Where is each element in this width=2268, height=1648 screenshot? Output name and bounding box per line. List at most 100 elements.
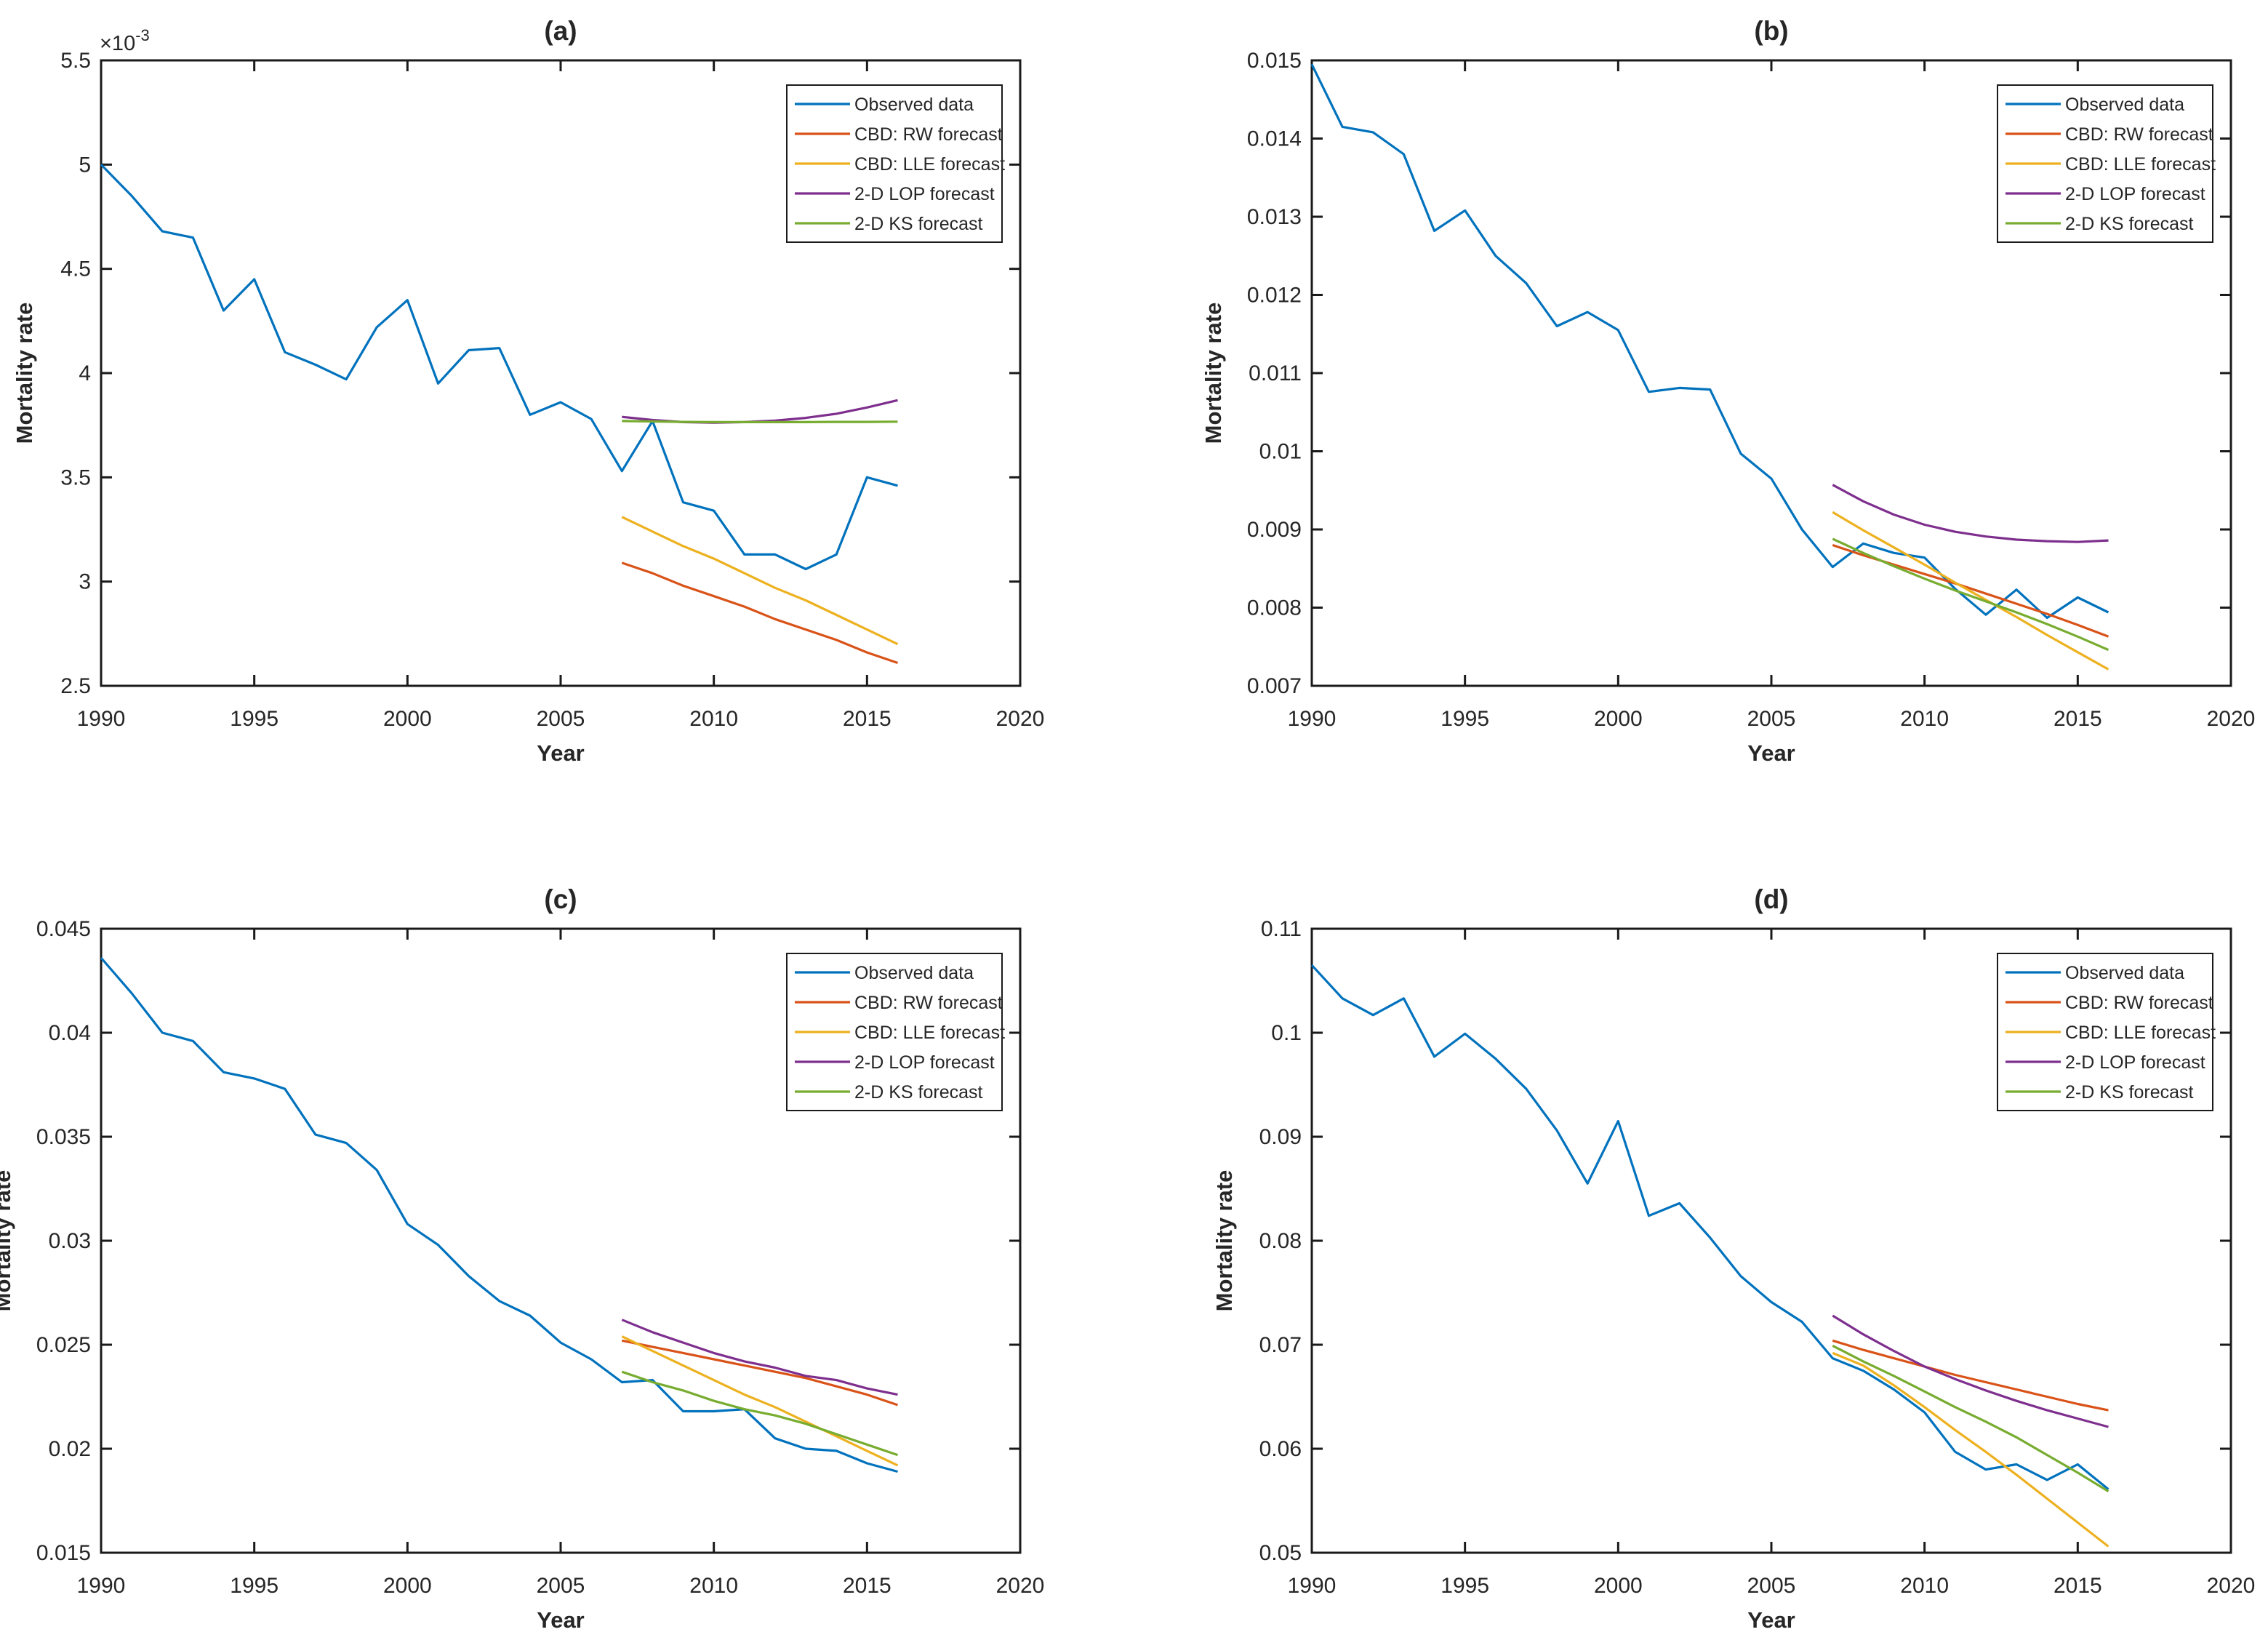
y-tick-label: 0.08 [1259, 1229, 1302, 1253]
x-tick-label: 2015 [843, 707, 891, 731]
legend-entry-label-2-d-ks-forecast: 2-D KS forecast [2065, 214, 2194, 234]
x-tick-label: 2005 [537, 1574, 585, 1598]
y-tick-label: 0.06 [1259, 1437, 1302, 1461]
legend-entry-label-cbd-lle-forecast: CBD: LLE forecast [2065, 154, 2216, 175]
x-axis-label: Year [1747, 740, 1795, 766]
series-line-observed-data [100, 164, 898, 571]
series-line-cbd-lle-forecast [621, 1335, 899, 1467]
y-tick-label: 0.045 [36, 917, 91, 941]
panel-c: 1990 1995 2000 2005 2010 2015 2020 0.015 0.02 0.0… [0, 884, 1044, 1633]
series-line-2-d-lop-forecast [622, 399, 898, 424]
legend-entry-label-observed-data: Observed data [854, 963, 974, 983]
x-axis-label: Year [537, 740, 585, 766]
y-tick-label: 0.012 [1247, 284, 1302, 308]
x-tick-label: 2005 [537, 707, 585, 731]
legend-entry-label-observed-data: Observed data [2065, 95, 2184, 115]
panel-title: (b) [1754, 16, 1788, 46]
y-tick-label: 4 [79, 361, 91, 385]
y-tick-label: 0.01 [1259, 440, 1302, 464]
legend-entry-label-observed-data: Observed data [854, 95, 974, 115]
y-tick-label: 0.04 [49, 1021, 91, 1045]
y-tick-label: 0.05 [1259, 1541, 1302, 1565]
legend-entry-label-cbd-rw-forecast: CBD: RW forecast [854, 124, 1003, 145]
series-line-observed-data [1310, 63, 2109, 620]
y-tick-label: 3 [79, 570, 91, 594]
y-axis-label: Mortality rate [0, 1170, 15, 1312]
y-tick-label: 0.03 [49, 1229, 91, 1253]
legend-entry-label-2-d-ks-forecast: 2-D KS forecast [2065, 1082, 2194, 1103]
panel-title: (a) [544, 16, 577, 46]
x-tick-label: 2000 [383, 707, 432, 731]
series-line-cbd-rw-forecast [621, 1339, 899, 1407]
x-tick-label: 2010 [1900, 707, 1949, 731]
y-tick-label: 0.008 [1247, 596, 1302, 620]
x-tick-label: 1990 [77, 1574, 126, 1598]
x-tick-label: 2015 [2053, 707, 2102, 731]
x-tick-label: 1995 [1440, 1574, 1489, 1598]
y-tick-label: 0.015 [36, 1541, 91, 1565]
y-axis-label: Mortality rate [1201, 303, 1226, 444]
series-line-2-d-ks-forecast [1832, 537, 2109, 652]
y-tick-label: 2.5 [60, 674, 91, 698]
legend-entry-label-cbd-lle-forecast: CBD: LLE forecast [854, 1023, 1005, 1043]
series-line-cbd-lle-forecast [1832, 1351, 2109, 1548]
legend-entry-label-cbd-lle-forecast: CBD: LLE forecast [854, 154, 1005, 175]
x-tick-label: 1995 [230, 707, 279, 731]
legend-entry-label-cbd-rw-forecast: CBD: RW forecast [2065, 993, 2213, 1013]
y-tick-label: 0.025 [36, 1333, 91, 1357]
axes-box [1310, 927, 2232, 1554]
x-axis-label: Year [1747, 1607, 1795, 1633]
x-tick-label: 1995 [1440, 707, 1489, 731]
series-line-2-d-ks-forecast [1832, 1344, 2109, 1492]
series-line-observed-data [100, 956, 898, 1473]
y-tick-label: 0.009 [1247, 518, 1302, 542]
series-line-2-d-lop-forecast [621, 1319, 898, 1396]
y-tick-label: 5 [79, 153, 91, 177]
x-axis-label: Year [537, 1607, 585, 1633]
y-tick-label: 0.02 [49, 1437, 91, 1461]
series-line-cbd-lle-forecast [1832, 511, 2109, 671]
series-line-cbd-rw-forecast [621, 561, 899, 665]
series-line-2-d-lop-forecast [1832, 484, 2109, 543]
y-tick-label: 3.5 [60, 465, 91, 489]
x-tick-label: 2005 [1747, 707, 1796, 731]
y-tick-label: 0.014 [1247, 127, 1302, 151]
x-tick-label: 2000 [1594, 1574, 1643, 1598]
y-axis-exponent-label: ×10-3 [100, 26, 150, 55]
legend: Observed data CBD: RW forecast CBD: LLE fo… [1997, 953, 2216, 1111]
series-line-2-d-lop-forecast [1832, 1314, 2109, 1428]
panel-title: (d) [1754, 884, 1788, 914]
series-line-2-d-ks-forecast [622, 420, 898, 424]
y-tick-label: 0.09 [1259, 1125, 1302, 1149]
y-tick-label: 0.011 [1249, 361, 1302, 385]
x-tick-label: 2000 [1594, 707, 1643, 731]
axes-box [100, 59, 1022, 687]
y-tick-label: 0.1 [1271, 1021, 1302, 1045]
x-tick-label: 1990 [1288, 1574, 1337, 1598]
x-tick-label: 2015 [843, 1574, 891, 1598]
series-line-cbd-lle-forecast [621, 516, 899, 646]
legend-entry-label-cbd-rw-forecast: CBD: RW forecast [854, 993, 1003, 1013]
legend: Observed data CBD: RW forecast CBD: LLE fo… [1997, 84, 2216, 243]
x-tick-label: 2010 [689, 1574, 738, 1598]
panel-a: 1990 1995 2000 2005 2010 2015 2020 2.5 3 3.5 4 4.5 5… [12, 16, 1044, 766]
legend-entry-label-2-d-lop-forecast: 2-D LOP forecast [854, 184, 995, 204]
x-tick-label: 2020 [2207, 707, 2256, 731]
x-tick-label: 2020 [2207, 1574, 2256, 1598]
legend: Observed data CBD: RW forecast CBD: LLE fo… [786, 953, 1005, 1111]
panel-title: (c) [544, 884, 577, 914]
x-tick-label: 2010 [689, 707, 738, 731]
legend-entry-label-2-d-lop-forecast: 2-D LOP forecast [2065, 184, 2205, 204]
series-line-observed-data [1310, 964, 2109, 1491]
y-tick-label: 4.5 [60, 257, 91, 281]
y-tick-label: 0.035 [36, 1125, 91, 1149]
y-tick-label: 0.007 [1247, 674, 1302, 698]
x-tick-label: 2005 [1747, 1574, 1796, 1598]
x-tick-label: 2000 [383, 1574, 432, 1598]
x-tick-label: 2020 [996, 1574, 1045, 1598]
legend-entry-label-2-d-ks-forecast: 2-D KS forecast [854, 214, 983, 234]
x-tick-label: 1990 [77, 707, 126, 731]
x-tick-label: 2010 [1900, 1574, 1949, 1598]
